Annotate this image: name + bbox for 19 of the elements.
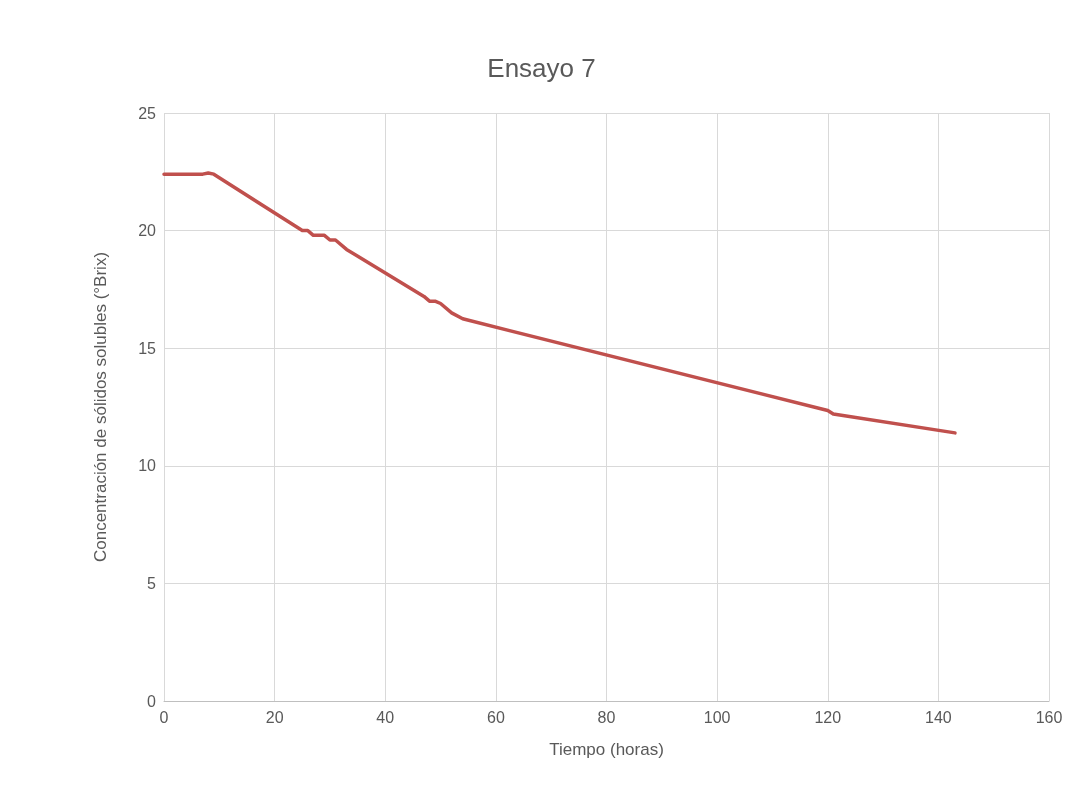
y-tick-label: 25 xyxy=(138,104,157,122)
y-axis-title: Concentración de sólidos solubles (°Brix) xyxy=(91,251,110,563)
y-tick-label: 0 xyxy=(147,692,157,710)
x-tick-label: 120 xyxy=(814,708,842,726)
y-tick-label: 5 xyxy=(147,574,157,592)
x-tick-label: 80 xyxy=(597,708,616,726)
y-tick-label: 20 xyxy=(138,222,157,240)
x-tick-label: 20 xyxy=(265,708,284,726)
x-tick-label: 0 xyxy=(159,708,169,726)
x-tick-label: 140 xyxy=(925,708,952,726)
line-series xyxy=(162,171,957,435)
x-tick-label: 160 xyxy=(1035,708,1063,726)
x-tick-label: 100 xyxy=(703,708,731,726)
y-tick-label: 15 xyxy=(138,339,157,357)
x-tick-label: 40 xyxy=(376,708,395,726)
x-axis-title: Tiempo (horas) xyxy=(549,740,664,759)
y-tick-label: 10 xyxy=(138,457,157,475)
chart-title: Ensayo 7 xyxy=(487,53,596,83)
x-tick-label: 60 xyxy=(486,708,505,726)
